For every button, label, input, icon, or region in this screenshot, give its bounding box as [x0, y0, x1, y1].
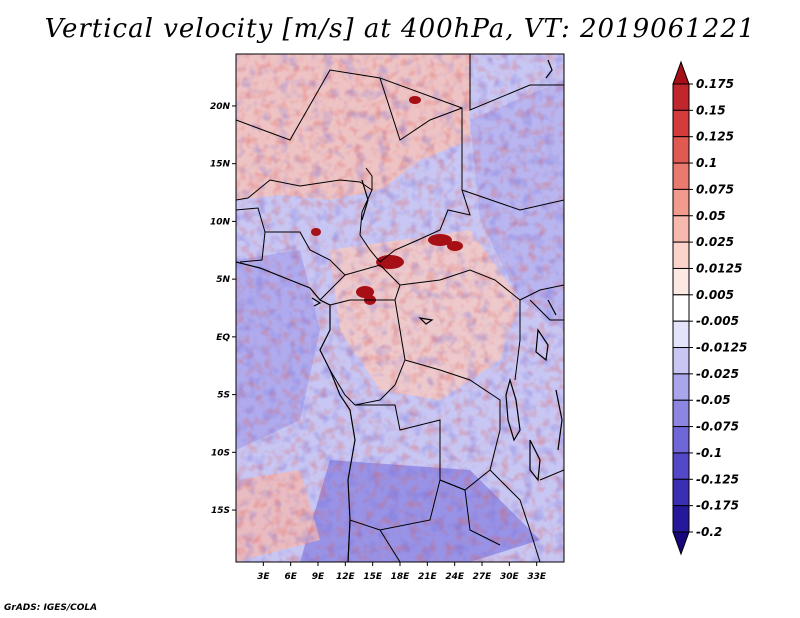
speckle-blue	[236, 54, 564, 562]
colorbar-segment	[672, 373, 690, 401]
lat-tick-label: 15N	[210, 160, 231, 170]
colorbar-label: 0.075	[696, 182, 734, 196]
colorbar-segment	[672, 505, 690, 533]
lat-tick-label: 20N	[210, 102, 231, 112]
colorbar-label: -0.075	[696, 420, 739, 434]
colorbar-segment	[672, 426, 690, 454]
colorbar-bottom-arrow	[672, 531, 690, 556]
map-panel	[236, 54, 564, 562]
lon-tick-label: 30E	[500, 572, 520, 582]
colorbar-label: 0.0125	[696, 261, 742, 275]
lon-tick-label: 15E	[363, 572, 383, 582]
colorbar-label: -0.175	[696, 499, 739, 513]
colorbar-label: 0.15	[696, 103, 726, 117]
colorbar-segment	[672, 294, 690, 322]
colorbar-segment	[672, 188, 690, 217]
lon-tick-label: 18E	[391, 572, 411, 582]
colorbar-segment	[672, 109, 690, 138]
colorbar-label: -0.2	[696, 525, 722, 539]
colorbar-label: -0.0125	[696, 341, 747, 355]
colorbar-label: 0.05	[696, 209, 726, 223]
colorbar-label: -0.005	[696, 314, 739, 328]
colorbar-segment	[672, 215, 690, 243]
lon-tick-label: 27E	[473, 572, 493, 582]
lat-tick-label: 5S	[217, 391, 230, 401]
colorbar-label: 0.125	[696, 130, 734, 144]
colorbar-segment	[672, 136, 690, 164]
lat-tick-label: EQ	[216, 333, 230, 343]
lon-tick-label: 9E	[312, 572, 325, 582]
lat-axis: 20N 15N 10N 5N EQ 5S 10S 15S	[210, 102, 236, 516]
colorbar-segment	[672, 478, 690, 507]
colorbar-segment	[672, 320, 690, 349]
colorbar-label: -0.125	[696, 472, 739, 486]
colorbar-segment	[672, 267, 690, 296]
colorbar-label: -0.1	[696, 446, 722, 460]
colorbar-top-arrow	[672, 60, 690, 85]
colorbar-segment	[672, 347, 690, 375]
colorbar-label: -0.025	[696, 367, 739, 381]
lon-tick-label: 33E	[527, 572, 547, 582]
colorbar-label: 0.005	[696, 288, 734, 302]
lat-tick-label: 15S	[211, 506, 230, 516]
lon-tick-label: 24E	[445, 572, 465, 582]
lat-tick-label: 5N	[216, 275, 230, 285]
lon-axis: 3E 6E 9E 12E 15E 18E 21E 24E 27E 30E 33E	[257, 562, 547, 582]
colorbar: 0.175 0.15 0.125 0.1 0.075 0.05 0.025 0.0125 0.0…	[672, 60, 747, 556]
lon-tick-label: 21E	[418, 572, 438, 582]
colorbar-label: -0.05	[696, 393, 731, 407]
grads-credit: GrADS: IGES/COLA	[4, 603, 98, 613]
lon-tick-label: 3E	[257, 572, 270, 582]
colorbar-label: 0.175	[696, 77, 734, 91]
map-title: Vertical velocity [m/s] at 400hPa, VT: 2…	[44, 14, 756, 44]
colorbar-segment	[672, 83, 690, 111]
lat-tick-label: 10N	[210, 217, 231, 227]
coastlines-and-lakes	[236, 59, 563, 562]
colorbar-segment	[672, 399, 690, 428]
colorbar-segment	[672, 452, 690, 480]
colorbar-segment	[672, 241, 690, 269]
colorbar-segment	[672, 162, 690, 190]
lon-tick-label: 6E	[284, 572, 297, 582]
colorbar-label: 0.025	[696, 235, 734, 249]
country-borders	[236, 54, 564, 562]
lon-tick-label: 12E	[336, 572, 356, 582]
colorbar-label: 0.1	[696, 156, 717, 170]
lat-tick-label: 10S	[211, 448, 230, 458]
